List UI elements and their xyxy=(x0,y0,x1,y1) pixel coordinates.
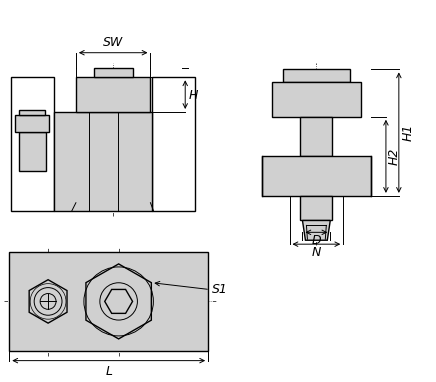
Bar xyxy=(76,78,150,112)
Text: SW: SW xyxy=(102,36,123,49)
Polygon shape xyxy=(29,280,67,323)
Text: H1: H1 xyxy=(402,124,415,141)
Bar xyxy=(11,78,54,210)
Text: L: L xyxy=(105,364,112,377)
Text: D: D xyxy=(312,234,321,247)
Text: H: H xyxy=(188,89,198,102)
Bar xyxy=(15,115,49,132)
Bar xyxy=(300,117,332,156)
Polygon shape xyxy=(303,220,330,240)
Bar xyxy=(54,112,153,210)
Bar xyxy=(300,196,332,220)
Bar xyxy=(9,252,208,351)
Polygon shape xyxy=(105,290,133,313)
Text: N: N xyxy=(312,246,321,259)
Text: S1: S1 xyxy=(212,283,228,296)
Text: H2: H2 xyxy=(388,148,401,165)
Bar xyxy=(262,156,371,196)
Bar xyxy=(283,70,350,82)
Polygon shape xyxy=(86,264,151,339)
Bar xyxy=(272,82,361,117)
Bar xyxy=(19,110,45,115)
Bar xyxy=(94,68,133,78)
Bar xyxy=(19,132,46,171)
Bar xyxy=(153,78,195,210)
